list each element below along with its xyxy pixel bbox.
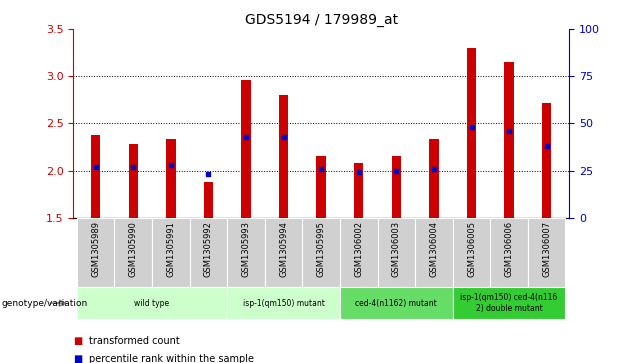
Text: ced-4(n1162) mutant: ced-4(n1162) mutant [356, 299, 437, 307]
Bar [241, 80, 251, 218]
Text: GSM1305993: GSM1305993 [242, 221, 251, 277]
Bar [279, 95, 288, 218]
Bar [415, 218, 453, 287]
Point [504, 128, 514, 134]
Text: GSM1305992: GSM1305992 [204, 221, 213, 277]
Bar [317, 155, 326, 218]
Text: GSM1306007: GSM1306007 [542, 221, 551, 277]
Title: GDS5194 / 179989_at: GDS5194 / 179989_at [245, 13, 398, 26]
Bar [453, 218, 490, 287]
Text: GSM1305989: GSM1305989 [91, 221, 100, 277]
Bar [467, 48, 476, 218]
Bar [227, 218, 265, 287]
Text: GSM1305995: GSM1305995 [317, 221, 326, 277]
Text: GSM1306004: GSM1306004 [429, 221, 438, 277]
Bar [504, 62, 514, 218]
Bar [340, 218, 378, 287]
Point [429, 166, 439, 172]
Text: GSM1305994: GSM1305994 [279, 221, 288, 277]
Point [466, 124, 476, 130]
Bar [265, 218, 302, 287]
Bar [190, 218, 227, 287]
Bar [528, 218, 565, 287]
Text: transformed count: transformed count [89, 336, 180, 346]
Bar [77, 218, 114, 287]
Point [241, 134, 251, 139]
Bar [152, 218, 190, 287]
Text: genotype/variation: genotype/variation [1, 299, 88, 307]
Point [128, 164, 139, 170]
Point [204, 171, 214, 177]
Bar [429, 139, 439, 218]
Bar [354, 163, 363, 218]
Bar [227, 287, 340, 319]
Text: GSM1305991: GSM1305991 [167, 221, 176, 277]
Bar [453, 287, 565, 319]
Text: isp-1(qm150) ced-4(n116
2) double mutant: isp-1(qm150) ced-4(n116 2) double mutant [460, 293, 558, 313]
Text: GSM1306005: GSM1306005 [467, 221, 476, 277]
Text: percentile rank within the sample: percentile rank within the sample [89, 354, 254, 363]
Bar [77, 287, 227, 319]
Text: GSM1305990: GSM1305990 [128, 221, 138, 277]
Point [354, 170, 364, 175]
Bar [542, 103, 551, 218]
Bar [490, 218, 528, 287]
Text: wild type: wild type [134, 299, 170, 307]
Text: GSM1306006: GSM1306006 [504, 221, 514, 277]
Text: ■: ■ [73, 336, 83, 346]
Bar [166, 139, 176, 218]
Bar [128, 144, 138, 218]
Bar [340, 287, 453, 319]
Bar [378, 218, 415, 287]
Point [90, 164, 100, 170]
Point [542, 143, 552, 149]
Bar [114, 218, 152, 287]
Bar [302, 218, 340, 287]
Text: isp-1(qm150) mutant: isp-1(qm150) mutant [243, 299, 324, 307]
Point [391, 168, 401, 174]
Point [279, 134, 289, 139]
Bar [204, 182, 213, 218]
Text: ■: ■ [73, 354, 83, 363]
Bar [91, 135, 100, 218]
Point [166, 162, 176, 168]
Point [316, 166, 326, 172]
Text: GSM1306002: GSM1306002 [354, 221, 363, 277]
Bar [392, 155, 401, 218]
Text: GSM1306003: GSM1306003 [392, 221, 401, 277]
